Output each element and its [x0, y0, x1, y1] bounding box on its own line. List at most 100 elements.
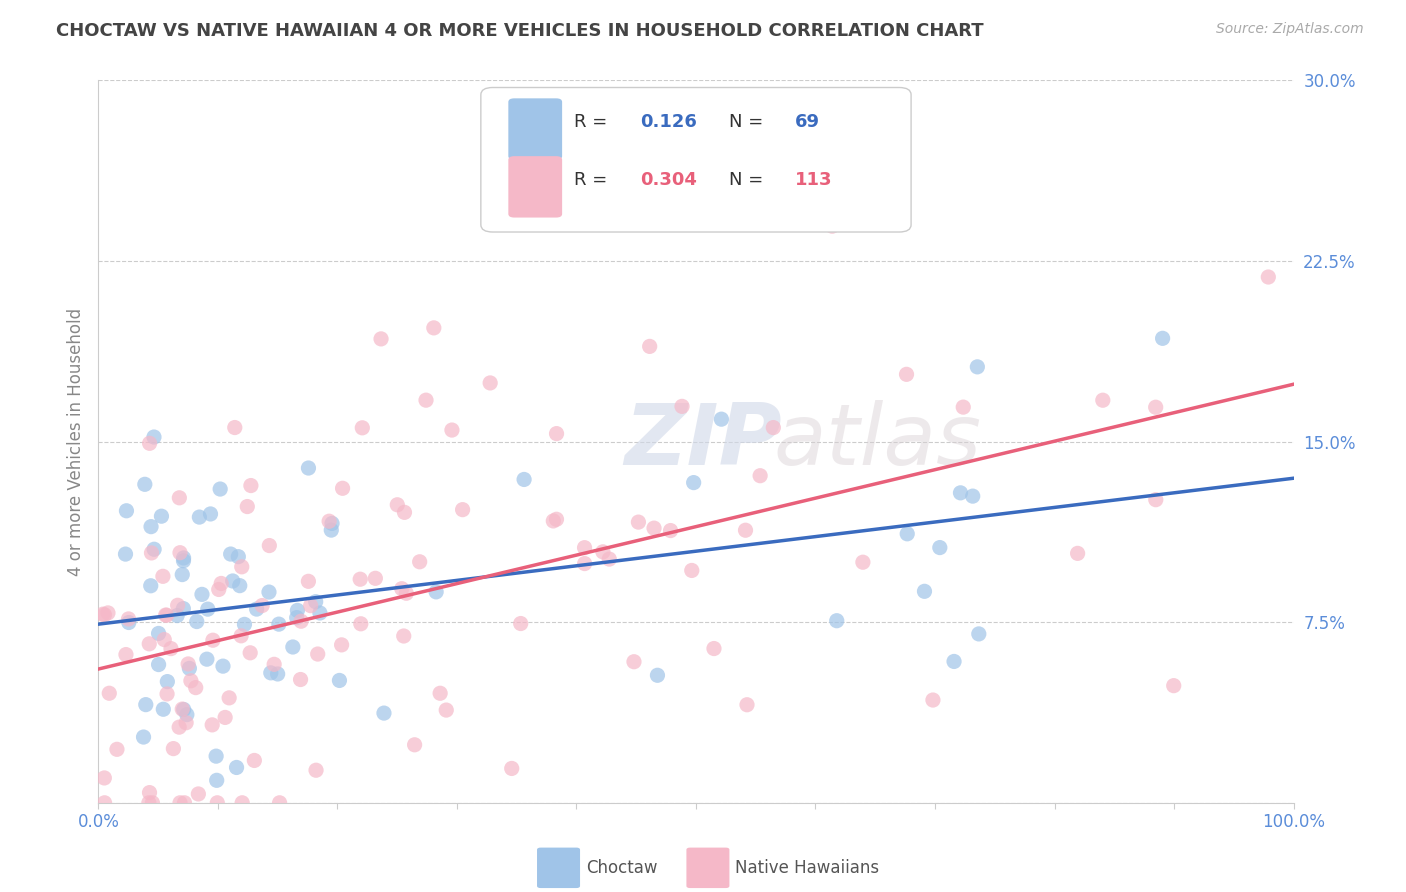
Point [172, 567, 194, 582]
Text: N =: N = [730, 171, 769, 189]
Point [546, 426, 568, 441]
Point [287, 603, 309, 617]
Point [97, 606, 120, 620]
Point [647, 668, 669, 682]
Point [1066, 546, 1088, 560]
Point [176, 707, 198, 722]
Point [221, 574, 243, 588]
FancyBboxPatch shape [509, 98, 562, 160]
Text: 113: 113 [796, 171, 832, 189]
Point [364, 571, 387, 585]
Point [139, 579, 162, 593]
Point [423, 321, 446, 335]
Point [671, 400, 693, 414]
Point [394, 505, 416, 519]
Point [141, 546, 163, 560]
Point [429, 686, 451, 700]
Point [440, 423, 463, 437]
Point [290, 614, 312, 628]
Point [318, 514, 340, 528]
Point [91, 607, 114, 622]
Point [425, 585, 447, 599]
Text: 0.126: 0.126 [640, 113, 697, 131]
Text: ZIP: ZIP [624, 400, 782, 483]
Point [267, 617, 290, 632]
Point [115, 648, 138, 662]
Point [197, 602, 219, 616]
Point [852, 555, 875, 569]
Point [212, 659, 235, 673]
Point [173, 796, 195, 810]
Point [598, 552, 620, 566]
FancyBboxPatch shape [537, 847, 581, 888]
Point [201, 633, 224, 648]
Point [239, 478, 262, 492]
Point [134, 477, 156, 491]
FancyBboxPatch shape [509, 156, 562, 218]
Point [143, 430, 166, 444]
Point [236, 500, 259, 514]
Point [93, 771, 115, 785]
Point [231, 559, 253, 574]
Point [214, 710, 236, 724]
Point [1144, 492, 1167, 507]
Point [166, 599, 188, 613]
Point [156, 608, 179, 623]
Text: 0.304: 0.304 [640, 171, 697, 189]
Point [153, 632, 176, 647]
Point [225, 760, 247, 774]
Point [914, 584, 936, 599]
Point [105, 742, 128, 756]
Point [623, 655, 645, 669]
Point [415, 393, 437, 408]
Point [479, 376, 502, 390]
Point [228, 549, 250, 564]
Point [501, 761, 523, 775]
Point [952, 400, 974, 414]
Point [135, 698, 157, 712]
Point [150, 509, 173, 524]
Point [1163, 679, 1185, 693]
Point [201, 718, 224, 732]
Point [392, 629, 415, 643]
Point [200, 507, 222, 521]
Point [231, 629, 253, 643]
Point [387, 498, 409, 512]
Point [207, 796, 229, 810]
Point [735, 698, 758, 712]
Text: R =: R = [574, 171, 613, 189]
Point [627, 515, 650, 529]
Y-axis label: 4 or more Vehicles in Household: 4 or more Vehicles in Household [66, 308, 84, 575]
Point [762, 420, 785, 434]
Point [152, 702, 174, 716]
Point [191, 587, 214, 601]
Point [180, 673, 202, 688]
Point [138, 786, 160, 800]
Point [307, 647, 329, 661]
Point [285, 610, 308, 624]
Point [290, 673, 312, 687]
Point [734, 523, 756, 537]
Point [1152, 331, 1174, 345]
Point [546, 512, 568, 526]
Point [208, 582, 231, 597]
Point [395, 586, 418, 600]
Point [93, 796, 115, 810]
Point [246, 602, 269, 616]
Point [297, 574, 319, 589]
Point [349, 572, 371, 586]
Point [263, 657, 285, 672]
Point [138, 436, 160, 450]
Point [305, 763, 328, 777]
Point [592, 545, 614, 559]
Point [682, 475, 704, 490]
Point [114, 547, 136, 561]
Point [281, 640, 304, 654]
Point [229, 579, 252, 593]
Point [93, 607, 115, 622]
Point [219, 547, 242, 561]
Point [156, 687, 179, 701]
Point [543, 514, 565, 528]
Point [173, 702, 195, 716]
Point [896, 526, 918, 541]
